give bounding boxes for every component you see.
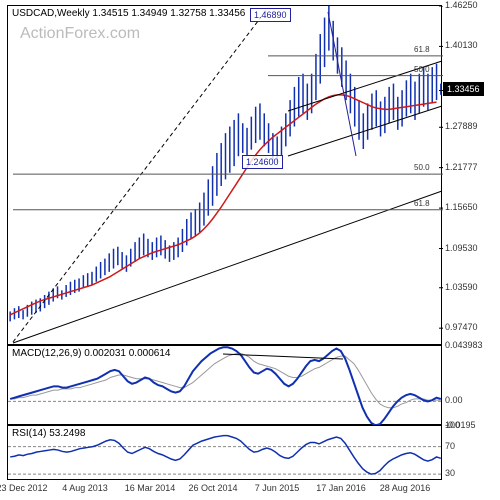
watermark: ActionForex.com — [20, 25, 140, 43]
macd-y-label: 0.043983 — [445, 340, 500, 350]
chart-title: USDCAD,Weekly 1.34515 1.34949 1.32758 1.… — [12, 8, 245, 19]
fib-label: 50.0 — [414, 163, 430, 172]
price-annotation: 1.46890 — [250, 8, 291, 22]
x-axis-label: 23 Dec 2012 — [0, 483, 57, 493]
x-axis-label: 4 Aug 2013 — [50, 483, 120, 493]
rsi-y-label: 30 — [445, 468, 500, 478]
x-axis-label: 17 Jan 2016 — [306, 483, 376, 493]
y-axis-label: 1.40130 — [445, 40, 500, 50]
rsi-y-label: 70 — [445, 441, 500, 451]
x-axis-label: 16 Mar 2014 — [115, 483, 185, 493]
y-axis-label: 1.27889 — [445, 121, 500, 131]
x-axis-label: 26 Oct 2014 — [178, 483, 248, 493]
x-axis-label: 28 Aug 2016 — [370, 483, 440, 493]
macd-title: MACD(12,26,9) 0.002031 0.000614 — [12, 348, 170, 359]
price-annotation: 1.24600 — [242, 155, 283, 169]
y-axis-label: 1.46250 — [445, 0, 500, 10]
y-axis-label: 1.03590 — [445, 282, 500, 292]
rsi-y-label: 100 — [445, 420, 500, 430]
current-price-flag: 1.33456 — [443, 82, 484, 96]
price-chart-svg — [8, 6, 443, 346]
y-axis-label: 1.21777 — [445, 162, 500, 172]
y-axis-label: 1.09530 — [445, 243, 500, 253]
x-axis-label: 7 Jun 2015 — [242, 483, 312, 493]
fib-label: 50.0 — [414, 65, 430, 74]
y-axis-label: 0.97470 — [445, 322, 500, 332]
rsi-title: RSI(14) 53.2498 — [12, 428, 85, 439]
fib-label: 61.8 — [414, 199, 430, 208]
macd-y-label: 0.00 — [445, 395, 500, 405]
fib-label: 61.8 — [414, 45, 430, 54]
y-axis-label: 1.15650 — [445, 202, 500, 212]
price-chart-panel — [7, 5, 442, 345]
